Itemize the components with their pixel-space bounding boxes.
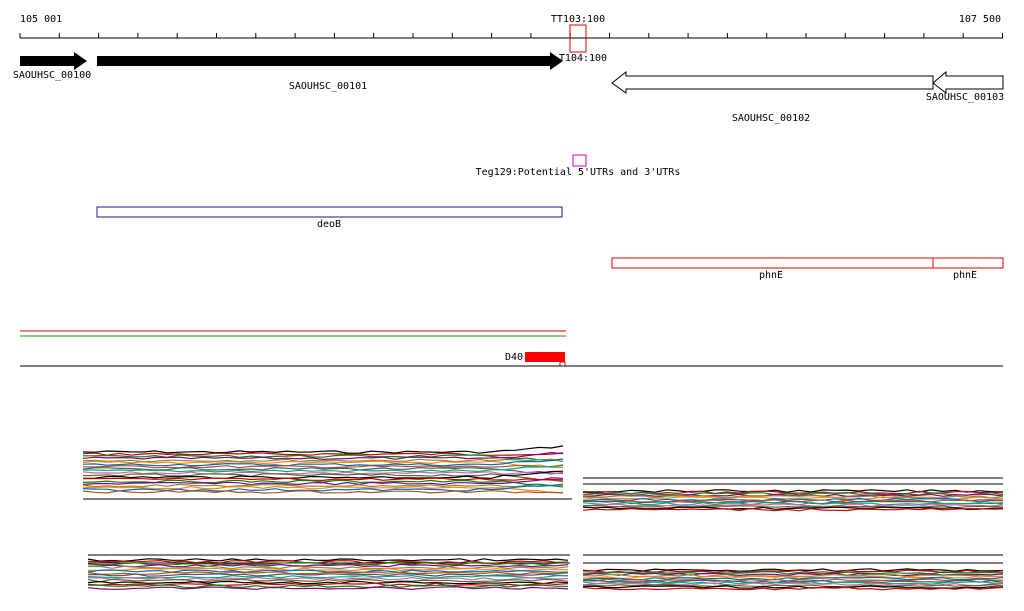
feature-label: Teg129:Potential 5'UTRs and 3'UTRs: [476, 167, 681, 178]
expression-line: [82, 445, 564, 454]
expression-line: [583, 505, 1004, 509]
expression-line: [82, 466, 564, 474]
operon-box: [611, 257, 934, 269]
expression-line: [582, 491, 1004, 496]
gene-arrow: [20, 52, 87, 70]
marker-box: [569, 24, 587, 53]
operon-box: [96, 206, 563, 218]
expression-line: [582, 506, 1004, 511]
gene-label: SAOUHSC_00102: [732, 113, 810, 124]
gene-arrow: [611, 70, 934, 94]
expression-line: [87, 580, 569, 585]
expression-line: [87, 563, 569, 568]
expression-line: [82, 464, 564, 469]
expression-line: [582, 572, 1004, 577]
expression-line: [582, 583, 1004, 588]
expression-line: [83, 454, 564, 462]
expression-line: [82, 470, 564, 480]
expression-line: [582, 497, 1004, 502]
expression-line: [582, 496, 1004, 500]
ruler-ticks: [19, 33, 1003, 38]
expression-line: [87, 559, 569, 564]
marker-label: TT103:100: [551, 14, 605, 25]
expression-line: [582, 576, 1004, 581]
expression-line: [83, 464, 564, 473]
expression-line: [82, 452, 564, 456]
expression-panels: [82, 445, 1004, 591]
expression-line: [82, 483, 564, 492]
operon-label: phnE: [953, 270, 977, 281]
expression-line: [82, 460, 564, 469]
expression-line: [83, 477, 564, 482]
expression-line: [82, 477, 564, 486]
expression-line: [82, 473, 564, 483]
expression-line: [82, 485, 564, 494]
expression-line: [87, 571, 569, 575]
expression-line: [82, 471, 564, 475]
probe-box: [525, 352, 565, 362]
expression-line: [87, 567, 568, 572]
expression-line: [582, 500, 1004, 505]
marker-label: T104:100: [559, 53, 607, 64]
gene-label: SAOUHSC_00103: [926, 92, 1004, 103]
ruler-start: 105 001: [20, 14, 62, 25]
expression-line: [82, 458, 564, 467]
probe-label: D40: [505, 352, 523, 363]
expression-line: [82, 458, 564, 463]
expression-line: [82, 483, 564, 488]
expression-line: [582, 585, 1004, 589]
expression-line: [582, 586, 1004, 591]
expression-line: [82, 451, 564, 461]
expression-line: [87, 558, 569, 562]
expression-line: [583, 579, 1004, 584]
operon-label: phnE: [759, 270, 783, 281]
gene-arrow: [932, 70, 1004, 95]
probe-tick: [559, 361, 566, 367]
expression-line: [87, 586, 569, 591]
gene-arrow: [97, 52, 563, 70]
expression-line: [582, 489, 1004, 493]
expression-line: [87, 561, 569, 566]
gene-label: SAOUHSC_00100: [13, 70, 91, 81]
operon-label: deoB: [317, 219, 341, 230]
expression-line: [87, 576, 569, 581]
gene-label: SAOUHSC_00101: [289, 81, 367, 92]
operon-box: [932, 257, 1004, 269]
expression-line: [87, 578, 569, 583]
feature-box: [572, 154, 587, 167]
expression-line: [82, 490, 564, 494]
ruler-end: 107 500: [959, 14, 1001, 25]
expression-line: [582, 507, 1004, 512]
expression-line: [87, 584, 569, 589]
